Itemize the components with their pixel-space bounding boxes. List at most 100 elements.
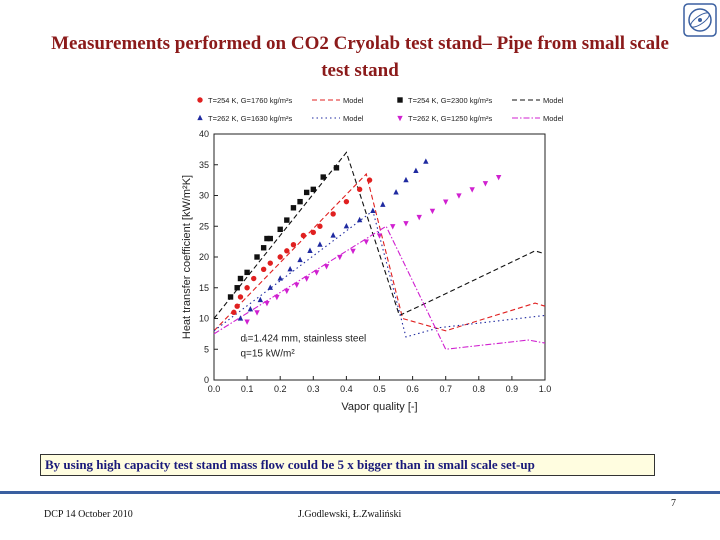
data-point xyxy=(469,187,475,193)
x-tick-label: 0.4 xyxy=(340,384,353,394)
data-point xyxy=(237,315,244,321)
chart-annotation: dᵢ=1.424 mm, stainless steel xyxy=(240,333,366,344)
data-point xyxy=(370,207,376,213)
x-axis-label: Vapor quality [-] xyxy=(341,401,417,413)
y-tick-label: 15 xyxy=(199,283,209,293)
data-point xyxy=(264,235,270,242)
data-point xyxy=(317,241,323,247)
footer-divider xyxy=(0,491,720,494)
data-point xyxy=(323,264,330,270)
data-point xyxy=(330,211,336,217)
data-point xyxy=(257,296,264,303)
slide-title: Measurements performed on CO2 Cryolab te… xyxy=(51,33,669,81)
data-point xyxy=(267,284,273,290)
data-point xyxy=(297,256,303,263)
data-point xyxy=(254,254,260,260)
data-point xyxy=(363,239,369,245)
data-point xyxy=(260,245,267,251)
data-point xyxy=(350,248,356,255)
data-point xyxy=(356,216,363,223)
data-point xyxy=(337,254,343,261)
heat-transfer-chart: T=254 K, G=1760 kg/m²s Model T=254 K, G=23… xyxy=(181,96,564,413)
legend-model-label: Model xyxy=(343,114,364,123)
data-point xyxy=(277,226,283,233)
x-tick-label: 0.9 xyxy=(506,384,519,394)
chart-annotation: q=15 kW/m² xyxy=(240,348,295,359)
data-point xyxy=(260,266,267,272)
model-line xyxy=(213,209,546,338)
legend-marker xyxy=(397,115,403,122)
legend-series-label: T=254 K, G=1760 kg/m²s xyxy=(208,96,292,105)
data-point xyxy=(267,235,273,242)
data-point xyxy=(244,269,250,276)
y-tick-label: 5 xyxy=(204,344,209,354)
data-point xyxy=(310,229,316,236)
data-point xyxy=(277,275,283,281)
legend-series-label: T=254 K, G=2300 kg/m²s xyxy=(408,96,492,105)
data-point xyxy=(234,303,240,309)
data-point xyxy=(294,282,300,288)
data-point xyxy=(251,275,257,282)
data-point xyxy=(423,158,429,164)
x-tick-label: 0.7 xyxy=(439,384,452,394)
cern-logo-icon xyxy=(683,3,717,37)
conclusion-callout: By using high capacity test stand mass f… xyxy=(40,454,655,476)
data-point xyxy=(403,176,409,183)
data-point xyxy=(227,294,234,300)
legend-model-label: Model xyxy=(343,96,364,105)
data-point xyxy=(247,305,254,312)
data-point xyxy=(495,174,502,181)
data-point xyxy=(343,198,350,205)
data-point xyxy=(376,233,383,239)
legend-model-label: Model xyxy=(543,96,564,105)
legend-marker xyxy=(197,114,203,121)
legend-model-label: Model xyxy=(543,114,564,123)
data-point xyxy=(343,222,350,229)
data-point xyxy=(244,285,250,291)
legend-marker xyxy=(197,97,203,103)
x-tick-label: 0.2 xyxy=(274,384,287,394)
data-point xyxy=(290,205,297,211)
data-point xyxy=(366,177,373,183)
data-point xyxy=(310,186,316,193)
data-point xyxy=(403,221,409,227)
model-line xyxy=(213,225,546,350)
data-point xyxy=(313,270,320,276)
data-point xyxy=(290,242,297,248)
data-point xyxy=(380,201,386,207)
data-point xyxy=(267,260,273,266)
y-tick-label: 25 xyxy=(199,221,209,231)
data-point xyxy=(482,181,489,187)
data-point xyxy=(456,193,462,199)
x-tick-label: 0.1 xyxy=(241,384,254,394)
y-tick-label: 20 xyxy=(199,252,209,262)
data-point xyxy=(284,217,290,223)
footer-authors: J.Godlewski, Ł.Zwaliński xyxy=(298,509,402,520)
data-point xyxy=(287,266,293,272)
data-point xyxy=(234,285,240,291)
x-tick-label: 0.0 xyxy=(208,384,221,394)
x-tick-label: 0.8 xyxy=(473,384,486,394)
data-point xyxy=(333,165,340,171)
data-point xyxy=(237,275,244,282)
data-point xyxy=(303,189,310,196)
page-number: 7 xyxy=(671,498,676,509)
legend-series-label: T=262 K, G=1630 kg/m²s xyxy=(208,114,292,123)
model-line xyxy=(213,172,546,332)
data-point xyxy=(277,254,283,260)
y-tick-label: 0 xyxy=(204,375,209,385)
y-tick-label: 10 xyxy=(199,314,209,324)
data-point xyxy=(320,174,326,180)
data-point xyxy=(244,319,250,325)
data-point xyxy=(237,294,244,300)
footer-event-date: DCP 14 October 2010 xyxy=(44,509,133,520)
data-point xyxy=(284,288,290,295)
data-point xyxy=(264,301,270,307)
y-tick-label: 35 xyxy=(199,160,209,170)
x-tick-label: 0.3 xyxy=(307,384,320,394)
data-point xyxy=(317,223,323,229)
data-point xyxy=(274,294,280,301)
data-point xyxy=(390,224,396,230)
x-tick-label: 1.0 xyxy=(539,384,552,394)
x-tick-label: 0.5 xyxy=(373,384,386,394)
